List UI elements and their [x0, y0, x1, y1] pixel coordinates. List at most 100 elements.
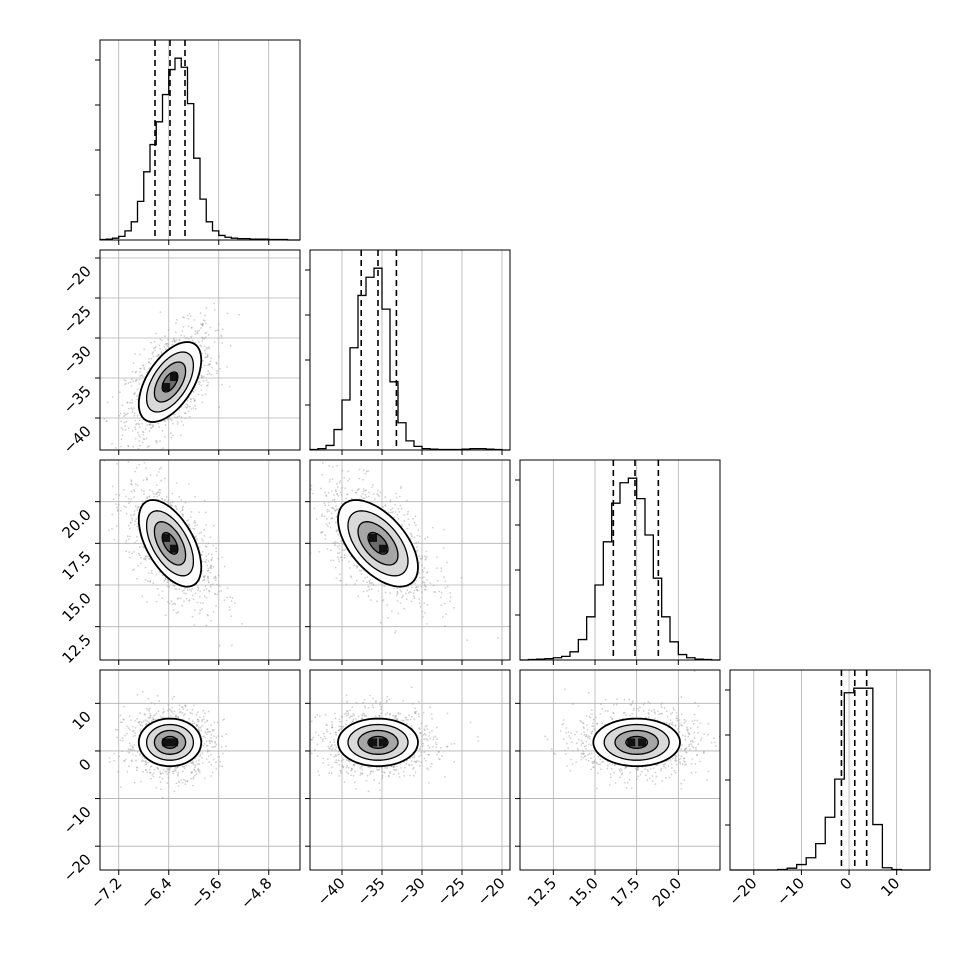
sample-point	[139, 724, 142, 726]
sample-point	[174, 416, 176, 419]
sample-point	[202, 576, 205, 578]
scatter-panel-2-4: −40 −35 −30 −25 −20	[305, 669, 511, 909]
sample-point	[130, 498, 133, 500]
sample-point	[136, 398, 139, 401]
sample-point	[389, 499, 392, 502]
sample-point	[139, 712, 142, 715]
sample-point	[210, 566, 213, 568]
sample-point	[203, 535, 206, 537]
sample-point	[119, 714, 122, 717]
sample-point	[413, 754, 416, 757]
sample-point	[366, 590, 368, 592]
sample-point	[131, 517, 133, 519]
sample-point	[348, 478, 351, 480]
sample-point	[200, 384, 203, 387]
sample-point	[202, 379, 205, 382]
sample-point	[206, 749, 209, 751]
sample-point	[208, 740, 211, 743]
sample-point	[219, 368, 221, 370]
sample-point	[420, 557, 422, 560]
sample-point	[205, 624, 208, 627]
sample-point	[181, 604, 184, 607]
sample-point	[390, 765, 393, 768]
sample-point	[178, 781, 181, 784]
sample-point	[213, 735, 216, 738]
sample-point	[329, 478, 331, 481]
sample-point	[344, 487, 347, 490]
sample-point	[444, 587, 447, 589]
sample-point	[171, 422, 174, 425]
sample-point	[155, 345, 157, 348]
sample-point	[408, 764, 411, 767]
sample-point	[370, 599, 372, 601]
sample-point	[171, 770, 174, 773]
sample-point	[165, 770, 168, 773]
sample-point	[328, 747, 330, 750]
sample-point	[421, 555, 423, 558]
sample-point	[442, 547, 445, 549]
sample-point	[196, 332, 199, 335]
sample-point	[135, 379, 138, 382]
sample-point	[318, 715, 321, 718]
sample-point	[152, 425, 155, 427]
sample-point	[128, 765, 131, 767]
sample-point	[223, 565, 226, 568]
sample-point	[423, 602, 426, 605]
sample-point	[363, 497, 366, 499]
sample-point	[198, 329, 201, 332]
sample-point	[321, 531, 324, 533]
sample-point	[177, 420, 179, 423]
sample-point	[402, 595, 404, 597]
sample-point	[196, 586, 199, 588]
sample-point	[392, 714, 394, 717]
sample-point	[193, 769, 196, 772]
sample-point	[162, 447, 165, 449]
sample-point	[195, 723, 198, 726]
sample-point	[201, 352, 203, 355]
sample-point	[121, 404, 124, 407]
sample-point	[171, 492, 174, 495]
sample-point	[188, 588, 191, 591]
sample-point	[133, 455, 135, 457]
sample-point	[376, 489, 379, 492]
sample-point	[133, 510, 136, 512]
sample-point	[131, 411, 134, 413]
sample-point	[190, 335, 193, 338]
sample-point	[152, 718, 155, 721]
sample-point	[215, 577, 217, 579]
sample-point	[354, 491, 357, 494]
sample-point	[156, 694, 159, 697]
sample-point	[331, 507, 333, 509]
sample-point	[150, 765, 152, 768]
sample-point	[318, 550, 321, 553]
sample-point	[205, 597, 208, 599]
sample-point	[440, 604, 443, 607]
sample-point	[208, 750, 211, 752]
sample-point	[220, 746, 223, 748]
sample-point	[147, 580, 149, 583]
sample-point	[146, 771, 149, 773]
sample-point	[145, 477, 148, 479]
sample-point	[295, 471, 297, 473]
sample-point	[424, 555, 426, 558]
sample-point	[148, 721, 150, 724]
sample-point	[206, 751, 209, 753]
sample-point	[155, 474, 158, 476]
sample-point	[170, 419, 173, 422]
sample-point	[210, 739, 213, 742]
sample-point	[186, 404, 189, 407]
sample-point	[169, 432, 172, 434]
density-core	[162, 738, 171, 747]
sample-point	[215, 547, 218, 550]
sample-point	[144, 769, 147, 771]
sample-point	[207, 579, 209, 582]
sample-point	[172, 584, 175, 587]
sample-point	[205, 733, 208, 736]
sample-point	[424, 760, 427, 762]
sample-point	[215, 605, 218, 607]
sample-point	[200, 327, 202, 329]
sample-point	[148, 495, 151, 497]
sample-point	[210, 564, 213, 567]
sample-point	[125, 550, 127, 553]
sample-point	[207, 575, 209, 578]
